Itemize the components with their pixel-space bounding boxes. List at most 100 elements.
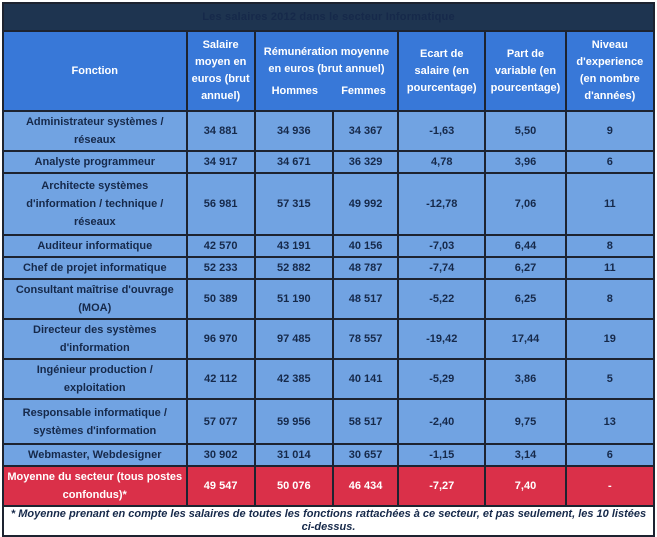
table-row: Webmaster, Webdesigner 30 902 31 014 30 … (2, 443, 656, 467)
header-fonction: Fonction (2, 30, 188, 112)
cell-femmes: 34 367 (331, 110, 400, 152)
cell-fonction: Administrateur systèmes / réseaux (2, 110, 188, 152)
cell-part-variable: 17,44 (484, 318, 567, 360)
cell-salaire-moyen: 42 570 (185, 234, 256, 258)
remuneration-subheaders: Hommes Femmes (258, 84, 395, 99)
cell-fonction: Directeur des systèmes d'information (2, 318, 188, 360)
cell-ecart: -1,15 (397, 443, 487, 467)
cell-fonction: Webmaster, Webdesigner (2, 443, 188, 467)
cell-femmes: 48 787 (331, 256, 400, 280)
cell-hommes: 97 485 (253, 318, 334, 360)
header-niveau: Niveau d'experience (en nombre d'années) (564, 30, 656, 112)
cell-salaire-moyen: 52 233 (185, 256, 256, 280)
cell-part-variable: 3,96 (484, 150, 567, 174)
cell-fonction: Moyenne du secteur (tous postes confondu… (2, 465, 188, 507)
cell-femmes: 78 557 (331, 318, 400, 360)
cell-experience: 11 (564, 256, 656, 280)
cell-fonction: Analyste programmeur (2, 150, 188, 174)
header-femmes: Femmes (341, 84, 386, 97)
cell-femmes: 46 434 (331, 465, 400, 507)
cell-ecart: 4,78 (397, 150, 487, 174)
cell-ecart: -7,03 (397, 234, 487, 258)
cell-femmes: 48 517 (331, 278, 400, 320)
cell-femmes: 40 156 (331, 234, 400, 258)
cell-femmes: 49 992 (331, 172, 400, 236)
cell-femmes: 40 141 (331, 358, 400, 400)
table-row: Chef de projet informatique 52 233 52 88… (2, 256, 656, 280)
cell-fonction: Responsable informatique / systèmes d'in… (2, 398, 188, 445)
cell-experience: 8 (564, 278, 656, 320)
cell-salaire-moyen: 30 902 (185, 443, 256, 467)
cell-part-variable: 3,14 (484, 443, 567, 467)
cell-ecart: -2,40 (397, 398, 487, 445)
cell-femmes: 30 657 (331, 443, 400, 467)
table-row: Directeur des systèmes d'information 96 … (2, 318, 656, 360)
remuneration-header-group: Rémunération moyenne en euros (brut annu… (258, 44, 395, 99)
cell-salaire-moyen: 56 981 (185, 172, 256, 236)
cell-ecart: -12,78 (397, 172, 487, 236)
cell-ecart: -7,27 (397, 465, 487, 507)
table-row: Ingénieur production / exploitation 42 1… (2, 358, 656, 400)
cell-part-variable: 6,25 (484, 278, 567, 320)
header-hommes: Hommes (271, 84, 319, 97)
cell-experience: 6 (564, 150, 656, 174)
cell-hommes: 34 671 (253, 150, 334, 174)
cell-experience: 6 (564, 443, 656, 467)
cell-salaire-moyen: 57 077 (185, 398, 256, 445)
header-remuneration: Rémunération moyenne en euros (brut annu… (253, 30, 400, 112)
cell-hommes: 42 385 (253, 358, 334, 400)
cell-experience: - (564, 465, 656, 507)
cell-salaire-moyen: 42 112 (185, 358, 256, 400)
header-remuneration-label: Rémunération moyenne en euros (brut annu… (263, 45, 390, 75)
cell-part-variable: 9,75 (484, 398, 567, 445)
cell-salaire-moyen: 34 881 (185, 110, 256, 152)
average-row: Moyenne du secteur (tous postes confondu… (2, 465, 656, 507)
cell-part-variable: 3,86 (484, 358, 567, 400)
cell-experience: 9 (564, 110, 656, 152)
cell-part-variable: 7,40 (484, 465, 567, 507)
cell-salaire-moyen: 34 917 (185, 150, 256, 174)
cell-part-variable: 7,06 (484, 172, 567, 236)
cell-hommes: 31 014 (253, 443, 334, 467)
cell-hommes: 52 882 (253, 256, 334, 280)
table-row: Administrateur systèmes / réseaux 34 881… (2, 110, 656, 152)
cell-salaire-moyen: 50 389 (185, 278, 256, 320)
cell-femmes: 36 329 (331, 150, 400, 174)
cell-hommes: 34 936 (253, 110, 334, 152)
header-part-variable: Part de variable (en pourcentage) (484, 30, 567, 112)
cell-fonction: Auditeur informatique (2, 234, 188, 258)
cell-hommes: 43 191 (253, 234, 334, 258)
cell-part-variable: 6,27 (484, 256, 567, 280)
cell-experience: 5 (564, 358, 656, 400)
cell-experience: 19 (564, 318, 656, 360)
cell-part-variable: 6,44 (484, 234, 567, 258)
cell-fonction: Consultant maîtrise d'ouvrage (MOA) (2, 278, 188, 320)
cell-hommes: 59 956 (253, 398, 334, 445)
cell-fonction: Chef de projet informatique (2, 256, 188, 280)
table-row: Consultant maîtrise d'ouvrage (MOA) 50 3… (2, 278, 656, 320)
cell-hommes: 51 190 (253, 278, 334, 320)
cell-fonction: Architecte systèmes d'information / tech… (2, 172, 188, 236)
table-title: Les salaires 2012 dans le secteur Inform… (2, 2, 655, 32)
cell-part-variable: 5,50 (484, 110, 567, 152)
table-row: Analyste programmeur 34 917 34 671 36 32… (2, 150, 656, 174)
cell-ecart: -19,42 (397, 318, 487, 360)
cell-ecart: -1,63 (397, 110, 487, 152)
cell-salaire-moyen: 49 547 (185, 465, 256, 507)
cell-hommes: 50 076 (253, 465, 334, 507)
cell-ecart: -5,22 (397, 278, 487, 320)
table-row: Auditeur informatique 42 570 43 191 40 1… (2, 234, 656, 258)
cell-femmes: 58 517 (331, 398, 400, 445)
table-row: Responsable informatique / systèmes d'in… (2, 398, 656, 445)
cell-experience: 11 (564, 172, 656, 236)
footnote: * Moyenne prenant en compte les salaires… (2, 505, 655, 537)
cell-ecart: -5,29 (397, 358, 487, 400)
header-ecart: Ecart de salaire (en pourcentage) (397, 30, 487, 112)
cell-ecart: -7,74 (397, 256, 487, 280)
table-row: Architecte systèmes d'information / tech… (2, 172, 656, 236)
cell-experience: 8 (564, 234, 656, 258)
cell-experience: 13 (564, 398, 656, 445)
header-salaire-moyen: Salaire moyen en euros (brut annuel) (185, 30, 256, 112)
